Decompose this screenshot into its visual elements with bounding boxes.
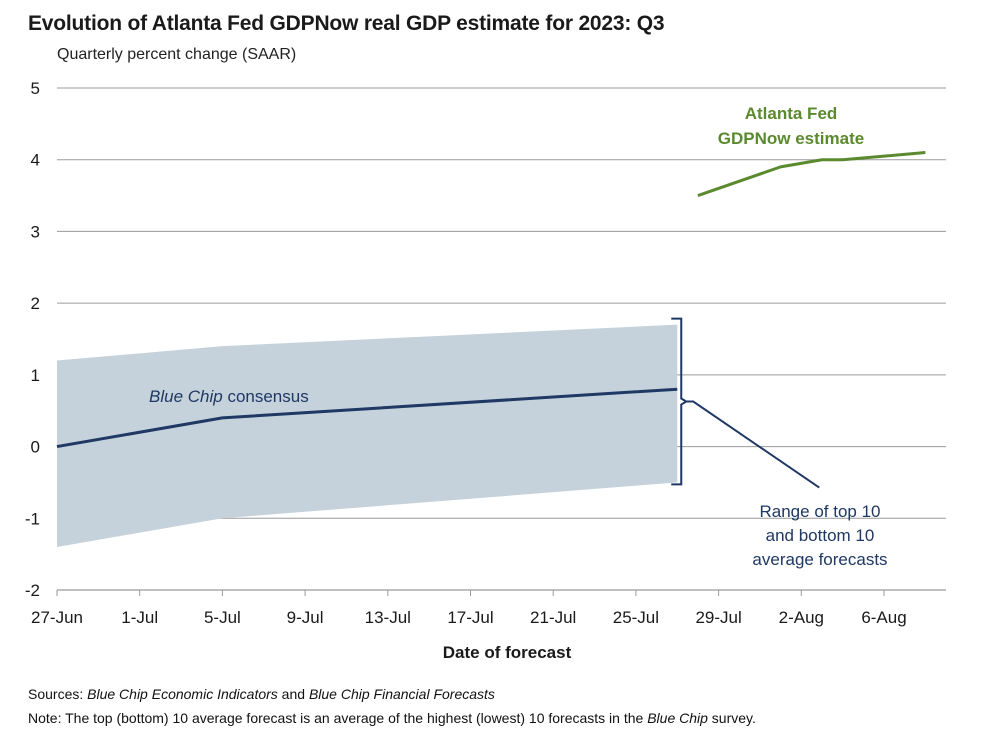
x-tick-label: 27-Jun — [31, 608, 83, 627]
y-tick-label: 2 — [31, 294, 40, 313]
forecast-range-band — [57, 324, 678, 547]
x-tick-label: 21-Jul — [530, 608, 576, 627]
y-tick-label: -2 — [25, 581, 40, 600]
x-tick-label: 1-Jul — [121, 608, 158, 627]
y-tick-label: 3 — [31, 222, 40, 241]
chart-title: Evolution of Atlanta Fed GDPNow real GDP… — [28, 12, 665, 35]
y-tick-label: 0 — [31, 438, 40, 457]
consensus-label: Blue Chip consensus — [149, 387, 309, 406]
note-italic: Blue Chip — [647, 710, 708, 726]
chart-canvas: Atlanta Fed GDPNow estimate Blue Chip cons… — [25, 79, 946, 662]
sources-publication-2: Blue Chip Financial Forecasts — [308, 686, 495, 702]
sources-and: and — [277, 686, 309, 702]
note-text-1: The top (bottom) 10 average forecast is … — [61, 710, 648, 726]
forecast-range-band-layer — [57, 324, 678, 547]
y-tick-label: 4 — [31, 151, 40, 170]
y-tick-label: 5 — [31, 79, 40, 98]
gdpnow-estimate-line — [697, 151, 926, 197]
range-label-line2: and bottom 10 — [766, 526, 875, 545]
sources-publication-1: Blue Chip Economic Indicators — [87, 686, 278, 702]
consensus-label-italic: Blue Chip — [149, 387, 223, 406]
x-tick-label: 29-Jul — [695, 608, 741, 627]
range-leader-line — [686, 400, 820, 489]
sources-label: Sources: — [28, 686, 84, 702]
x-tick-label: 2-Aug — [779, 608, 824, 627]
gdpnow-label-line1: Atlanta Fed — [745, 104, 838, 123]
x-axis-label: Date of forecast — [443, 643, 572, 662]
x-tick-labels: 27-Jun 1-Jul 5-Jul 9-Jul 13-Jul 17-Jul 21-Jul 2… — [31, 590, 907, 627]
consensus-label-rest: consensus — [223, 387, 309, 406]
gdpnow-label-line2: GDPNow estimate — [718, 129, 864, 148]
y-tick-labels: 5 4 3 2 1 0 -1 -2 — [25, 79, 40, 600]
x-tick-label: 25-Jul — [613, 608, 659, 627]
blue-chip-consensus-line — [56, 387, 678, 449]
range-label-line3: average forecasts — [752, 550, 887, 569]
sources-note: Sources: Blue Chip Economic Indicators a… — [28, 686, 495, 702]
annotations-layer: Atlanta Fed GDPNow estimate Blue Chip cons… — [149, 104, 888, 569]
y-tick-label: -1 — [25, 509, 40, 528]
range-label-line1: Range of top 10 — [760, 502, 881, 521]
y-tick-label: 1 — [31, 366, 40, 385]
x-tick-label: 5-Jul — [204, 608, 241, 627]
x-tick-label: 17-Jul — [447, 608, 493, 627]
note-text-2: survey. — [707, 710, 756, 726]
x-tick-label: 6-Aug — [861, 608, 906, 627]
chart-subtitle: Quarterly percent change (SAAR) — [57, 46, 297, 63]
x-tick-label: 13-Jul — [365, 608, 411, 627]
note-label: Note: — [28, 710, 62, 726]
footnote: Note: The top (bottom) 10 average foreca… — [28, 710, 756, 726]
series-lines-layer — [56, 151, 926, 449]
x-tick-label: 9-Jul — [287, 608, 324, 627]
